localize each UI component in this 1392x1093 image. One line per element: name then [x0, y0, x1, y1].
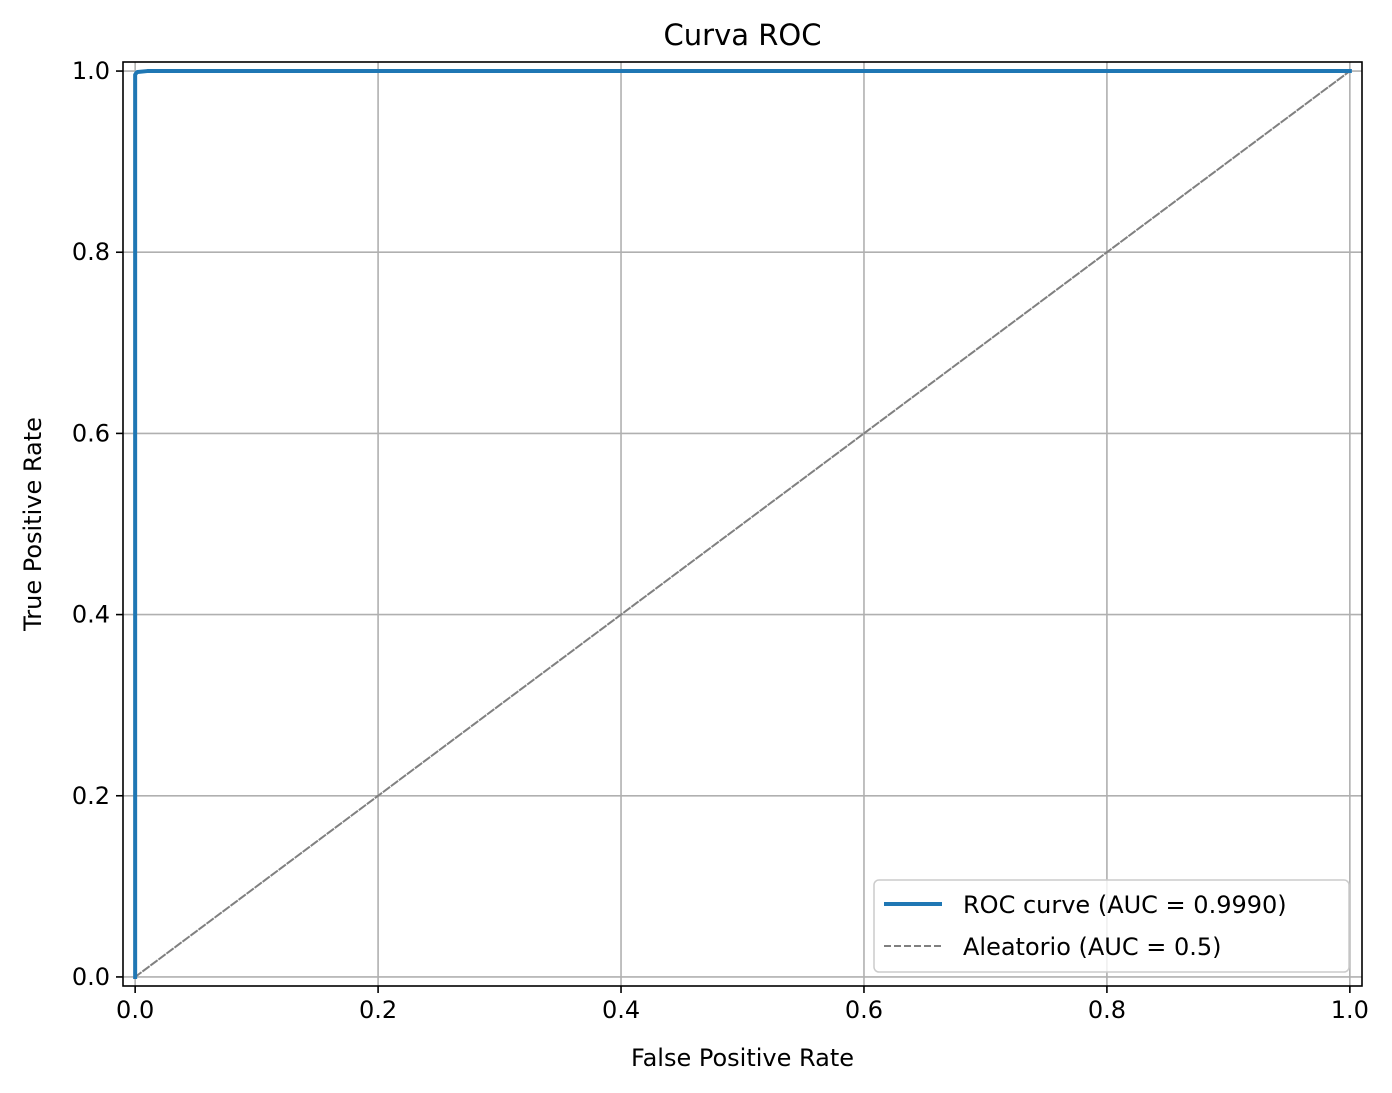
- x-tick-label: 0.0: [116, 996, 154, 1024]
- x-tick-label: 0.8: [1088, 996, 1126, 1024]
- y-tick-label: 0.2: [72, 782, 110, 810]
- x-tick-label: 0.6: [845, 996, 883, 1024]
- x-tick-label: 1.0: [1331, 996, 1369, 1024]
- legend-label-roc: ROC curve (AUC = 0.9990): [963, 891, 1287, 919]
- x-tick-label: 0.2: [359, 996, 397, 1024]
- y-tick-label: 0.6: [72, 419, 110, 447]
- y-tick-label: 0.8: [72, 238, 110, 266]
- y-tick-label: 1.0: [72, 57, 110, 85]
- roc-curve-line: [133, 69, 1352, 979]
- y-tick-label: 0.4: [72, 601, 110, 629]
- x-tick-label: 0.4: [602, 996, 640, 1024]
- y-axis-label: True Positive Rate: [19, 417, 47, 632]
- legend: ROC curve (AUC = 0.9990) Aleatorio (AUC …: [873, 879, 1350, 973]
- random-baseline-line: [133, 69, 1352, 979]
- axes-frame: [122, 61, 1363, 987]
- legend-label-random: Aleatorio (AUC = 0.5): [963, 933, 1222, 961]
- series-lines: [133, 69, 1352, 979]
- grid-lines: [123, 62, 1362, 986]
- axis-ticks: 0.0 0.2 0.4 0.6 0.8 1.0 0.0 0.2 0.4 0.6 0.8 1.0: [72, 57, 1369, 1024]
- y-tick-label: 0.0: [72, 963, 110, 991]
- legend-box: [873, 879, 1350, 973]
- chart-title: Curva ROC: [664, 18, 822, 52]
- x-axis-label: False Positive Rate: [631, 1044, 854, 1072]
